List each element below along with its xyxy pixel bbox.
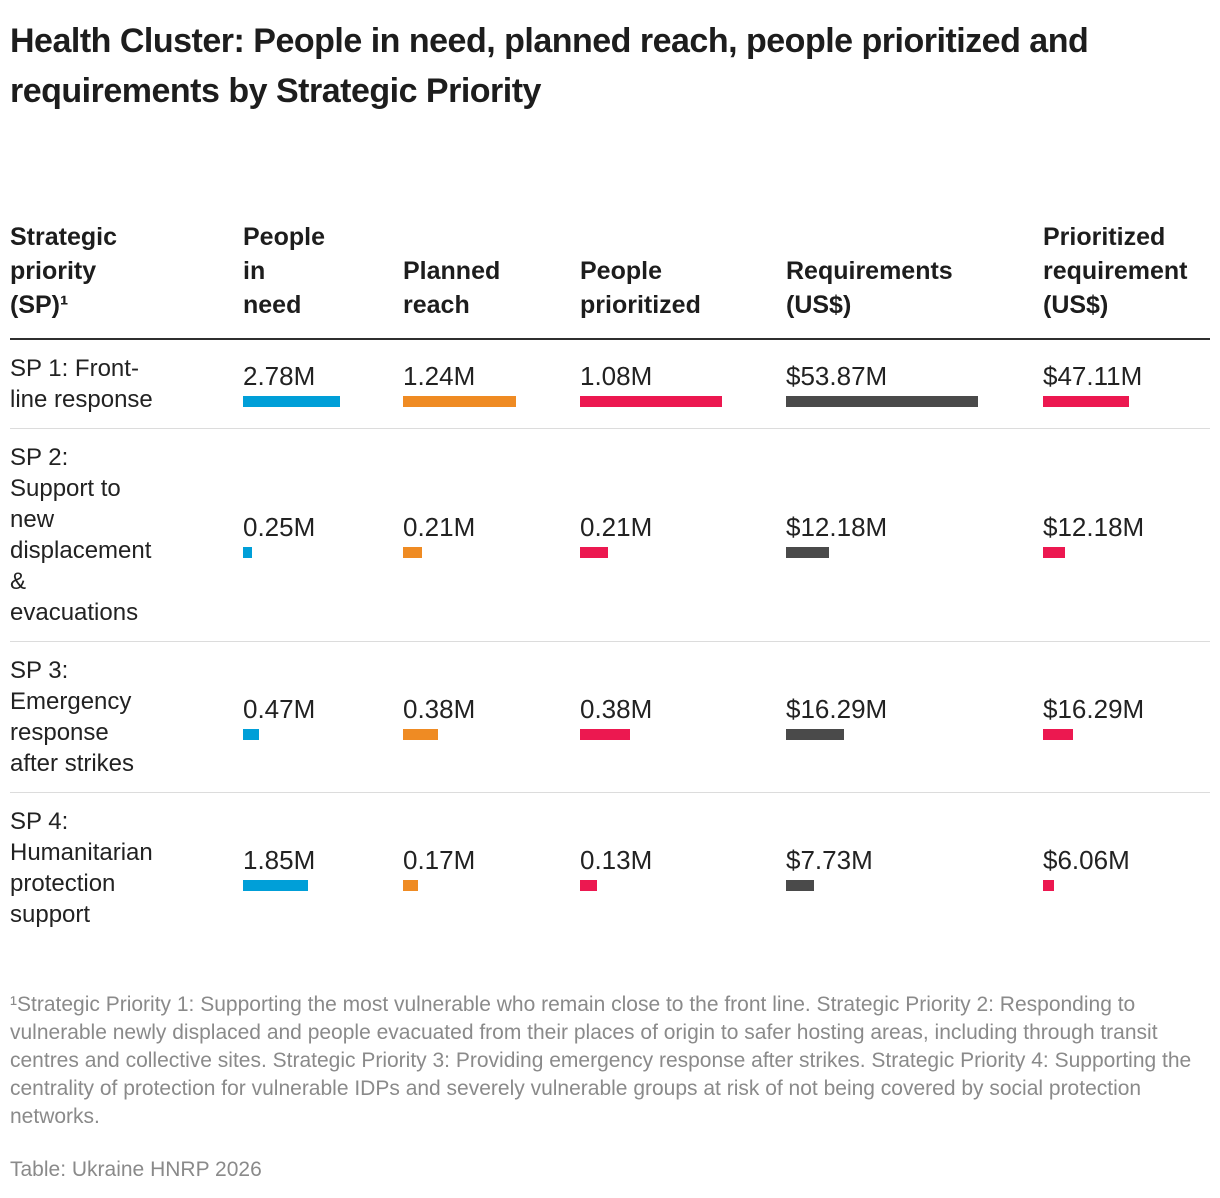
value-cell: 0.38M xyxy=(580,695,786,740)
cell-value: $6.06M xyxy=(1043,844,1130,875)
value-cell: $16.29M xyxy=(1043,695,1210,740)
value-cell: 0.38M xyxy=(403,695,580,740)
table-row: SP 4: Humanitarian protection support 1.… xyxy=(10,793,1210,943)
header-cell-prioritized-requirement: Prioritized requirement (US$) xyxy=(1043,223,1188,319)
cell-value: 1.24M xyxy=(403,360,476,391)
value-cell: $7.73M xyxy=(786,846,1043,891)
cell-value: 0.17M xyxy=(403,844,476,875)
value-cell: $6.06M xyxy=(1043,846,1210,891)
value-cell: $47.11M xyxy=(1043,362,1210,407)
value-cell: $16.29M xyxy=(786,695,1043,740)
cell-bar xyxy=(580,879,597,891)
cell-value: $12.18M xyxy=(786,511,888,542)
cell-value: 0.25M xyxy=(243,511,316,542)
value-cell: 0.13M xyxy=(580,846,786,891)
cell-value: 0.38M xyxy=(403,693,476,724)
cell-value: 0.38M xyxy=(580,693,653,724)
header-cell-requirements: Requirements (US$) xyxy=(786,257,953,319)
cell-bar xyxy=(580,395,722,407)
cell-value: $7.73M xyxy=(786,844,873,875)
value-cell: 0.17M xyxy=(403,846,580,891)
cell-value: $53.87M xyxy=(786,360,888,391)
cell-bar xyxy=(403,546,422,558)
value-cell: 0.47M xyxy=(243,695,403,740)
header-cell-planned-reach: Planned reach xyxy=(403,257,501,319)
cell-value: $16.29M xyxy=(1043,693,1145,724)
sp-label: SP 3: Emergency response after strikes xyxy=(10,657,135,777)
cell-value: $12.18M xyxy=(1043,511,1145,542)
value-cell: $53.87M xyxy=(786,362,1043,407)
cell-bar xyxy=(243,395,340,407)
cell-bar xyxy=(786,546,829,558)
value-cell: 1.24M xyxy=(403,362,580,407)
cell-value: 0.21M xyxy=(403,511,476,542)
value-cell: 1.08M xyxy=(580,362,786,407)
cell-value: 0.21M xyxy=(580,511,653,542)
cell-bar xyxy=(1043,879,1054,891)
cell-value: 1.85M xyxy=(243,844,316,875)
sp-label: SP 2: Support to new displacement & evac… xyxy=(10,444,152,626)
cell-bar xyxy=(403,728,438,740)
cell-bar xyxy=(243,728,259,740)
cell-bar xyxy=(403,395,516,407)
cell-bar xyxy=(580,546,608,558)
cell-value: 1.08M xyxy=(580,360,653,391)
health-cluster-table: Strategic priority (SP)¹ People in need … xyxy=(10,220,1210,943)
value-cell: 0.21M xyxy=(580,513,786,558)
value-cell: 1.85M xyxy=(243,846,403,891)
table-body: SP 1: Front- line response 2.78M 1.24M 1… xyxy=(10,340,1210,943)
cell-value: $16.29M xyxy=(786,693,888,724)
table-row: SP 3: Emergency response after strikes 0… xyxy=(10,642,1210,793)
cell-bar xyxy=(580,728,630,740)
page-title: Health Cluster: People in need, planned … xyxy=(10,22,1089,110)
footnote: ¹Strategic Priority 1: Supporting the mo… xyxy=(10,993,1192,1128)
cell-bar xyxy=(1043,728,1073,740)
cell-bar xyxy=(243,546,252,558)
cell-bar xyxy=(243,879,308,891)
cell-bar xyxy=(786,728,844,740)
cell-value: 0.47M xyxy=(243,693,316,724)
header-cell-people-prioritized: People prioritized xyxy=(580,257,701,319)
cell-value: 0.13M xyxy=(580,844,653,875)
value-cell: $12.18M xyxy=(1043,513,1210,558)
header-cell-people-in-need: People in need xyxy=(243,223,325,319)
cell-bar xyxy=(1043,546,1065,558)
table-row: SP 1: Front- line response 2.78M 1.24M 1… xyxy=(10,340,1210,429)
table-row: SP 2: Support to new displacement & evac… xyxy=(10,429,1210,642)
value-cell: $12.18M xyxy=(786,513,1043,558)
cell-value: 2.78M xyxy=(243,360,316,391)
table-header: Strategic priority (SP)¹ People in need … xyxy=(10,220,1210,340)
cell-value: $47.11M xyxy=(1043,360,1143,391)
cell-bar xyxy=(786,395,978,407)
header-cell-strategic-priority: Strategic priority (SP)¹ xyxy=(10,223,117,319)
cell-bar xyxy=(786,879,814,891)
value-cell: 2.78M xyxy=(243,362,403,407)
sp-label: SP 4: Humanitarian protection support xyxy=(10,808,153,928)
cell-bar xyxy=(403,879,418,891)
value-cell: 0.21M xyxy=(403,513,580,558)
source-line: Table: Ukraine HNRP 2026 xyxy=(10,1158,262,1181)
sp-label: SP 1: Front- line response xyxy=(10,355,153,413)
value-cell: 0.25M xyxy=(243,513,403,558)
cell-bar xyxy=(1043,395,1129,407)
